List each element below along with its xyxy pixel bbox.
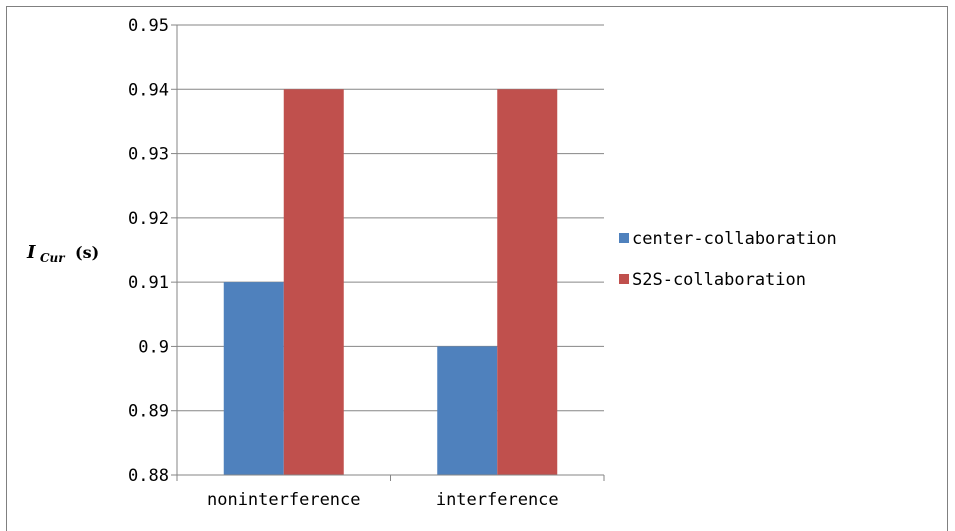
y-tick-label: 0.95	[128, 16, 169, 36]
bar-center-collaboration-noninterference	[223, 282, 284, 475]
y-tick-label: 0.92	[128, 209, 169, 229]
legend-label: S2S-collaboration	[632, 270, 806, 290]
y-axis-label: I Cur (s)	[26, 242, 99, 265]
chart-frame: 0.88 0.89 0.9 0.91 0.92 0.93 0.94 0.95 noninter…	[6, 6, 948, 531]
y-tick-labels: 0.88 0.89 0.9 0.91 0.92 0.93 0.94 0.95	[128, 16, 169, 486]
bars	[223, 89, 558, 476]
y-axis-label-subscript: Cur	[40, 251, 66, 265]
legend: center-collaboration S2S-collaboration	[619, 229, 837, 290]
bar-center-collaboration-interference	[437, 346, 498, 475]
y-tick-label: 0.93	[128, 145, 169, 165]
legend-swatch	[619, 233, 629, 243]
x-tick-labels: noninterference interference	[207, 490, 559, 510]
y-tick-label: 0.91	[128, 273, 169, 293]
y-tick-label: 0.9	[138, 337, 169, 357]
x-tick-label: interference	[436, 490, 559, 510]
y-tick-label: 0.94	[128, 80, 169, 100]
y-axis-label-unit: (s)	[75, 243, 99, 262]
bar-s2s-collaboration-interference	[497, 89, 558, 476]
y-axis-label-main: I	[26, 242, 36, 263]
axes	[171, 24, 605, 481]
bar-chart: 0.88 0.89 0.9 0.91 0.92 0.93 0.94 0.95 noninter…	[26, 16, 837, 510]
y-tick-label: 0.88	[128, 466, 169, 486]
legend-swatch	[619, 274, 629, 284]
y-tick-label: 0.89	[128, 402, 169, 422]
x-tick-label: noninterference	[207, 490, 361, 510]
bar-s2s-collaboration-noninterference	[283, 89, 344, 476]
legend-label: center-collaboration	[632, 229, 837, 249]
